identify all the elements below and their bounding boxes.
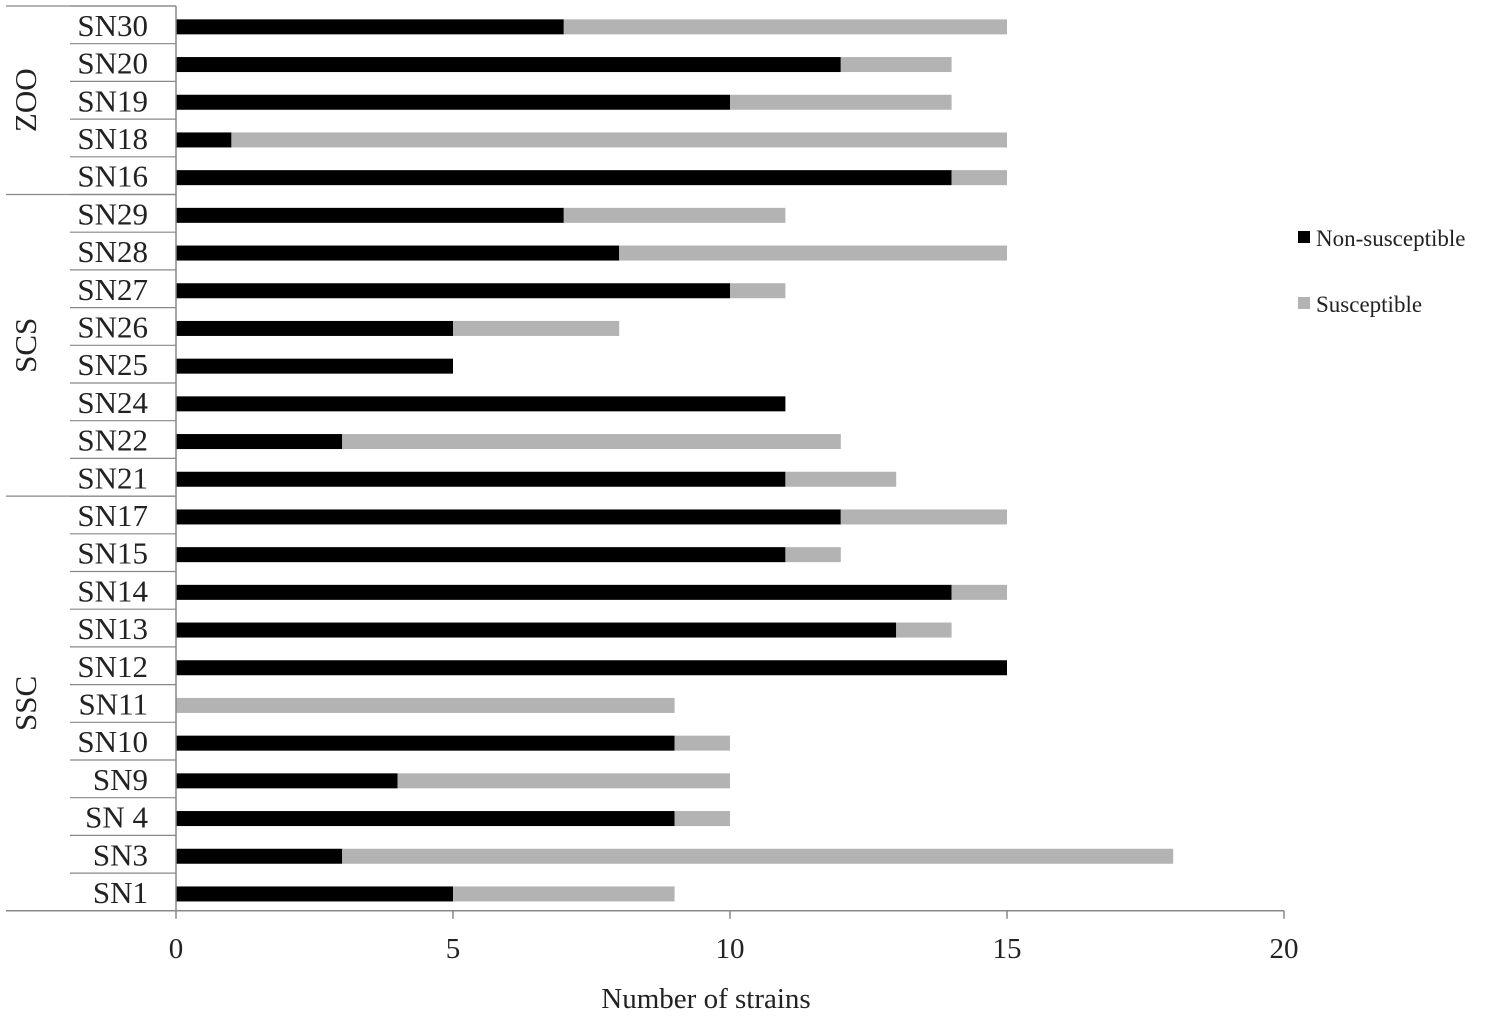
bar-sn10-non-susceptible	[176, 735, 675, 751]
legend-label-non-susceptible: Non-susceptible	[1316, 226, 1465, 251]
category-label: SN17	[77, 498, 148, 533]
category-label: SN16	[77, 159, 148, 194]
bar-sn21-susceptible	[785, 471, 897, 487]
bar-sn10-susceptible	[674, 735, 730, 751]
x-tick-label: 0	[169, 933, 184, 965]
bar-sn18-susceptible	[231, 132, 1007, 148]
bar-sn26-non-susceptible	[176, 320, 453, 336]
bar-sn28-non-susceptible	[176, 245, 620, 261]
bar-sn27-non-susceptible	[176, 283, 730, 299]
x-tick-label: 5	[446, 933, 461, 965]
bar-sn22-non-susceptible	[176, 434, 343, 450]
bar-sn25-non-susceptible	[176, 358, 453, 374]
bar-sn24-non-susceptible	[176, 396, 786, 412]
category-label: SN1	[93, 875, 148, 910]
bar-sn16-non-susceptible	[176, 170, 952, 186]
category-label: SN28	[77, 234, 148, 269]
category-label: SN15	[77, 536, 148, 571]
bar-sn29-non-susceptible	[176, 207, 564, 223]
bar-sn15-non-susceptible	[176, 547, 786, 563]
category-label: SN14	[77, 573, 148, 608]
bar-sn12-non-susceptible	[176, 660, 1007, 676]
bar-sn1-susceptible	[453, 886, 675, 902]
category-label: SN12	[77, 649, 148, 684]
bar-sn4-non-susceptible	[176, 811, 675, 827]
bar-sn30-susceptible	[563, 19, 1007, 35]
bar-sn13-susceptible	[896, 622, 952, 638]
bar-sn27-susceptible	[730, 283, 786, 299]
category-label: SN3	[93, 837, 148, 872]
bar-sn9-non-susceptible	[176, 773, 398, 789]
bar-sn14-susceptible	[951, 584, 1007, 600]
bar-sn19-non-susceptible	[176, 94, 730, 110]
bar-sn21-non-susceptible	[176, 471, 786, 487]
bar-sn19-susceptible	[730, 94, 952, 110]
bar-sn17-susceptible	[840, 509, 1007, 525]
category-label: SN27	[77, 272, 148, 307]
bar-sn3-non-susceptible	[176, 848, 343, 864]
category-label: SN26	[77, 309, 148, 344]
legend-label-susceptible: Susceptible	[1316, 292, 1422, 317]
x-tick-label: 15	[993, 933, 1022, 965]
category-label: SN29	[77, 196, 148, 231]
bar-sn13-non-susceptible	[176, 622, 897, 638]
bar-sn9-susceptible	[397, 773, 730, 789]
legend-swatch-susceptible	[1298, 297, 1310, 309]
bar-sn22-susceptible	[342, 434, 841, 450]
bar-sn20-susceptible	[840, 57, 952, 73]
bar-sn29-susceptible	[563, 207, 786, 223]
bar-sn20-non-susceptible	[176, 57, 841, 73]
x-tick-label: 10	[716, 933, 745, 965]
group-label-zoo: ZOO	[8, 68, 43, 132]
category-label: SN13	[77, 611, 148, 646]
bar-sn14-non-susceptible	[176, 584, 952, 600]
bar-sn4-susceptible	[674, 811, 730, 827]
bar-sn16-susceptible	[951, 170, 1007, 186]
category-label: SN18	[77, 121, 148, 156]
x-axis-title: Number of strains	[601, 983, 810, 1015]
plot-area: SN30SN20SN19SN18SN16SN29SN28SN27SN26SN25…	[6, 5, 1299, 965]
legend-swatch-non-susceptible	[1298, 231, 1310, 243]
bar-sn3-susceptible	[342, 848, 1174, 864]
category-label: SN30	[77, 8, 148, 43]
category-label: SN24	[77, 385, 148, 420]
bar-sn28-susceptible	[619, 245, 1007, 261]
bar-sn15-susceptible	[785, 547, 841, 563]
bar-sn1-non-susceptible	[176, 886, 453, 902]
bar-sn18-non-susceptible	[176, 132, 232, 148]
group-label-scs: SCS	[8, 318, 43, 373]
category-label: SN25	[77, 347, 148, 382]
bar-sn17-non-susceptible	[176, 509, 841, 525]
category-label: SN 4	[85, 800, 148, 835]
category-label: SN10	[77, 724, 148, 759]
bar-sn30-non-susceptible	[176, 19, 564, 35]
category-label: SN20	[77, 46, 148, 81]
category-label: SN11	[79, 686, 148, 721]
category-label: SN19	[77, 83, 148, 118]
bar-sn26-susceptible	[453, 320, 620, 336]
category-label: SN21	[77, 460, 148, 495]
x-tick-label: 20	[1270, 933, 1299, 965]
legend: Non-susceptible Susceptible	[1298, 226, 1465, 317]
category-label: SN22	[77, 423, 148, 458]
bar-sn11-susceptible	[176, 697, 675, 713]
category-label: SN9	[93, 762, 148, 797]
group-label-ssc: SSC	[8, 676, 43, 731]
